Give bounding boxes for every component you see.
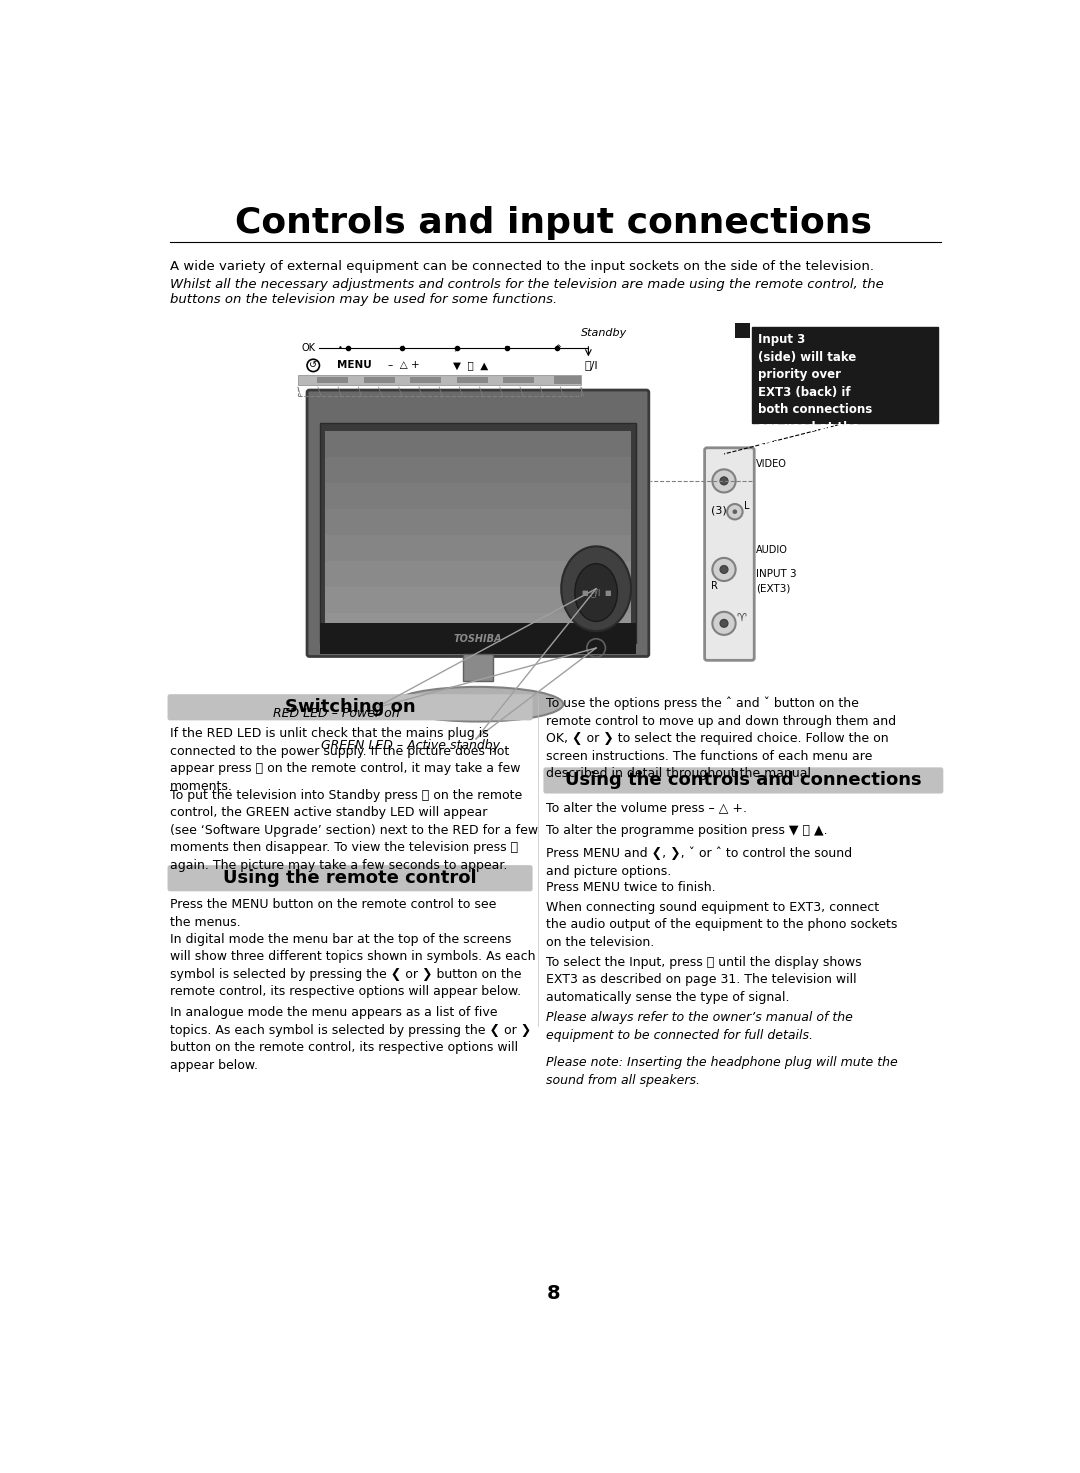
- Circle shape: [720, 620, 728, 627]
- Text: •: •: [338, 345, 342, 354]
- Text: –  △ +: – △ +: [389, 361, 420, 370]
- Text: MENU: MENU: [337, 361, 372, 370]
- Bar: [457, 377, 488, 383]
- Text: ‹: ‹: [401, 345, 404, 354]
- Bar: [325, 432, 631, 639]
- Bar: [734, 323, 751, 339]
- Text: ▼  Ⓟ  ▲: ▼ Ⓟ ▲: [453, 361, 488, 370]
- Text: 8: 8: [546, 1284, 561, 1302]
- FancyBboxPatch shape: [752, 327, 937, 423]
- Text: ■: ■: [581, 589, 588, 595]
- Bar: [298, 374, 581, 386]
- Text: Using the remote control: Using the remote control: [224, 869, 477, 887]
- Circle shape: [713, 611, 735, 635]
- Text: ^: ^: [554, 345, 561, 354]
- Text: Whilst all the necessary adjustments and controls for the television are made us: Whilst all the necessary adjustments and…: [170, 278, 883, 306]
- Bar: [321, 423, 636, 644]
- Text: ⏻/I: ⏻/I: [584, 361, 598, 370]
- Text: To select the Input, press ⮌ until the display shows
EXT3 as described on page 3: To select the Input, press ⮌ until the d…: [545, 956, 862, 1005]
- FancyBboxPatch shape: [543, 767, 943, 794]
- Bar: [554, 376, 581, 384]
- Circle shape: [732, 510, 738, 514]
- Text: To alter the programme position press ▼ Ⓟ ▲.: To alter the programme position press ▼ …: [545, 823, 827, 837]
- Text: Input 3
(side) will take
priority over
EXT3 (back) if
both connections
are used : Input 3 (side) will take priority over E…: [758, 333, 873, 451]
- Text: TOSHIBA: TOSHIBA: [454, 633, 502, 644]
- Bar: [325, 586, 631, 613]
- Text: GREEN LED – Active standby: GREEN LED – Active standby: [321, 738, 500, 751]
- Text: ■: ■: [605, 589, 611, 595]
- Bar: [503, 377, 535, 383]
- Bar: [318, 377, 348, 383]
- Text: >: >: [454, 345, 460, 354]
- Ellipse shape: [393, 686, 563, 722]
- Text: ↺: ↺: [309, 361, 318, 370]
- Ellipse shape: [575, 564, 618, 622]
- Bar: [364, 377, 394, 383]
- Bar: [325, 432, 631, 457]
- Bar: [325, 508, 631, 535]
- Text: To alter the volume press – △ +.: To alter the volume press – △ +.: [545, 801, 746, 815]
- Text: AUDIO: AUDIO: [756, 545, 787, 555]
- FancyBboxPatch shape: [704, 448, 754, 660]
- Text: R: R: [711, 580, 718, 591]
- Text: In analogue mode the menu appears as a list of five
topics. As each symbol is se: In analogue mode the menu appears as a l…: [170, 1006, 531, 1071]
- Text: L: L: [744, 501, 750, 511]
- Text: v: v: [504, 345, 510, 354]
- Text: Please note: Inserting the headphone plug will mute the
sound from all speakers.: Please note: Inserting the headphone plu…: [545, 1056, 897, 1087]
- Text: To use the options press the ˆ and ˇ button on the
remote control to move up and: To use the options press the ˆ and ˇ but…: [545, 697, 896, 781]
- Text: Controls and input connections: Controls and input connections: [235, 206, 872, 240]
- Text: If the RED LED is unlit check that the mains plug is
connected to the power supp: If the RED LED is unlit check that the m…: [170, 728, 521, 792]
- Circle shape: [713, 470, 735, 492]
- Text: RED LED – Power on: RED LED – Power on: [273, 707, 400, 720]
- Text: Press the MENU button on the remote control to see
the menus.: Press the MENU button on the remote cont…: [170, 899, 496, 929]
- Text: ♈: ♈: [737, 613, 746, 623]
- Bar: [325, 457, 631, 483]
- Bar: [325, 561, 631, 586]
- Text: VIDEO: VIDEO: [756, 460, 786, 468]
- Text: Press MENU twice to finish.: Press MENU twice to finish.: [545, 881, 715, 894]
- Text: INPUT 3
(EXT3): INPUT 3 (EXT3): [756, 570, 796, 594]
- Bar: [410, 377, 441, 383]
- Text: (3): (3): [711, 505, 727, 516]
- Text: Standby: Standby: [581, 328, 626, 339]
- Text: To put the television into Standby press ⓘ on the remote
control, the GREEN acti: To put the television into Standby press…: [170, 790, 538, 872]
- Text: Using the controls and connections: Using the controls and connections: [565, 772, 921, 790]
- Circle shape: [720, 477, 728, 485]
- Bar: [321, 623, 636, 654]
- Bar: [325, 535, 631, 561]
- Text: Please always refer to the owner’s manual of the
equipment to be connected for f: Please always refer to the owner’s manua…: [545, 1012, 852, 1041]
- Circle shape: [727, 504, 743, 520]
- FancyBboxPatch shape: [307, 390, 649, 657]
- Bar: [325, 613, 631, 639]
- Text: +: +: [718, 474, 729, 488]
- Text: Switching on: Switching on: [285, 698, 416, 716]
- Ellipse shape: [562, 546, 631, 630]
- Text: Press MENU and ❮, ❯, ˇ or ˆ to control the sound
and picture options.: Press MENU and ❮, ❯, ˇ or ˆ to control t…: [545, 847, 852, 878]
- Text: In digital mode the menu bar at the top of the screens
will show three different: In digital mode the menu bar at the top …: [170, 932, 536, 999]
- Bar: [463, 654, 492, 681]
- Text: ⏻/I: ⏻/I: [591, 588, 602, 597]
- FancyBboxPatch shape: [167, 865, 532, 891]
- Text: A wide variety of external equipment can be connected to the input sockets on th: A wide variety of external equipment can…: [170, 259, 874, 273]
- Text: +: +: [718, 563, 729, 576]
- Text: When connecting sound equipment to EXT3, connect
the audio output of the equipme: When connecting sound equipment to EXT3,…: [545, 900, 897, 949]
- Bar: [325, 483, 631, 508]
- Text: OK: OK: [301, 343, 315, 354]
- Circle shape: [720, 566, 728, 573]
- Circle shape: [713, 558, 735, 580]
- FancyBboxPatch shape: [167, 694, 532, 720]
